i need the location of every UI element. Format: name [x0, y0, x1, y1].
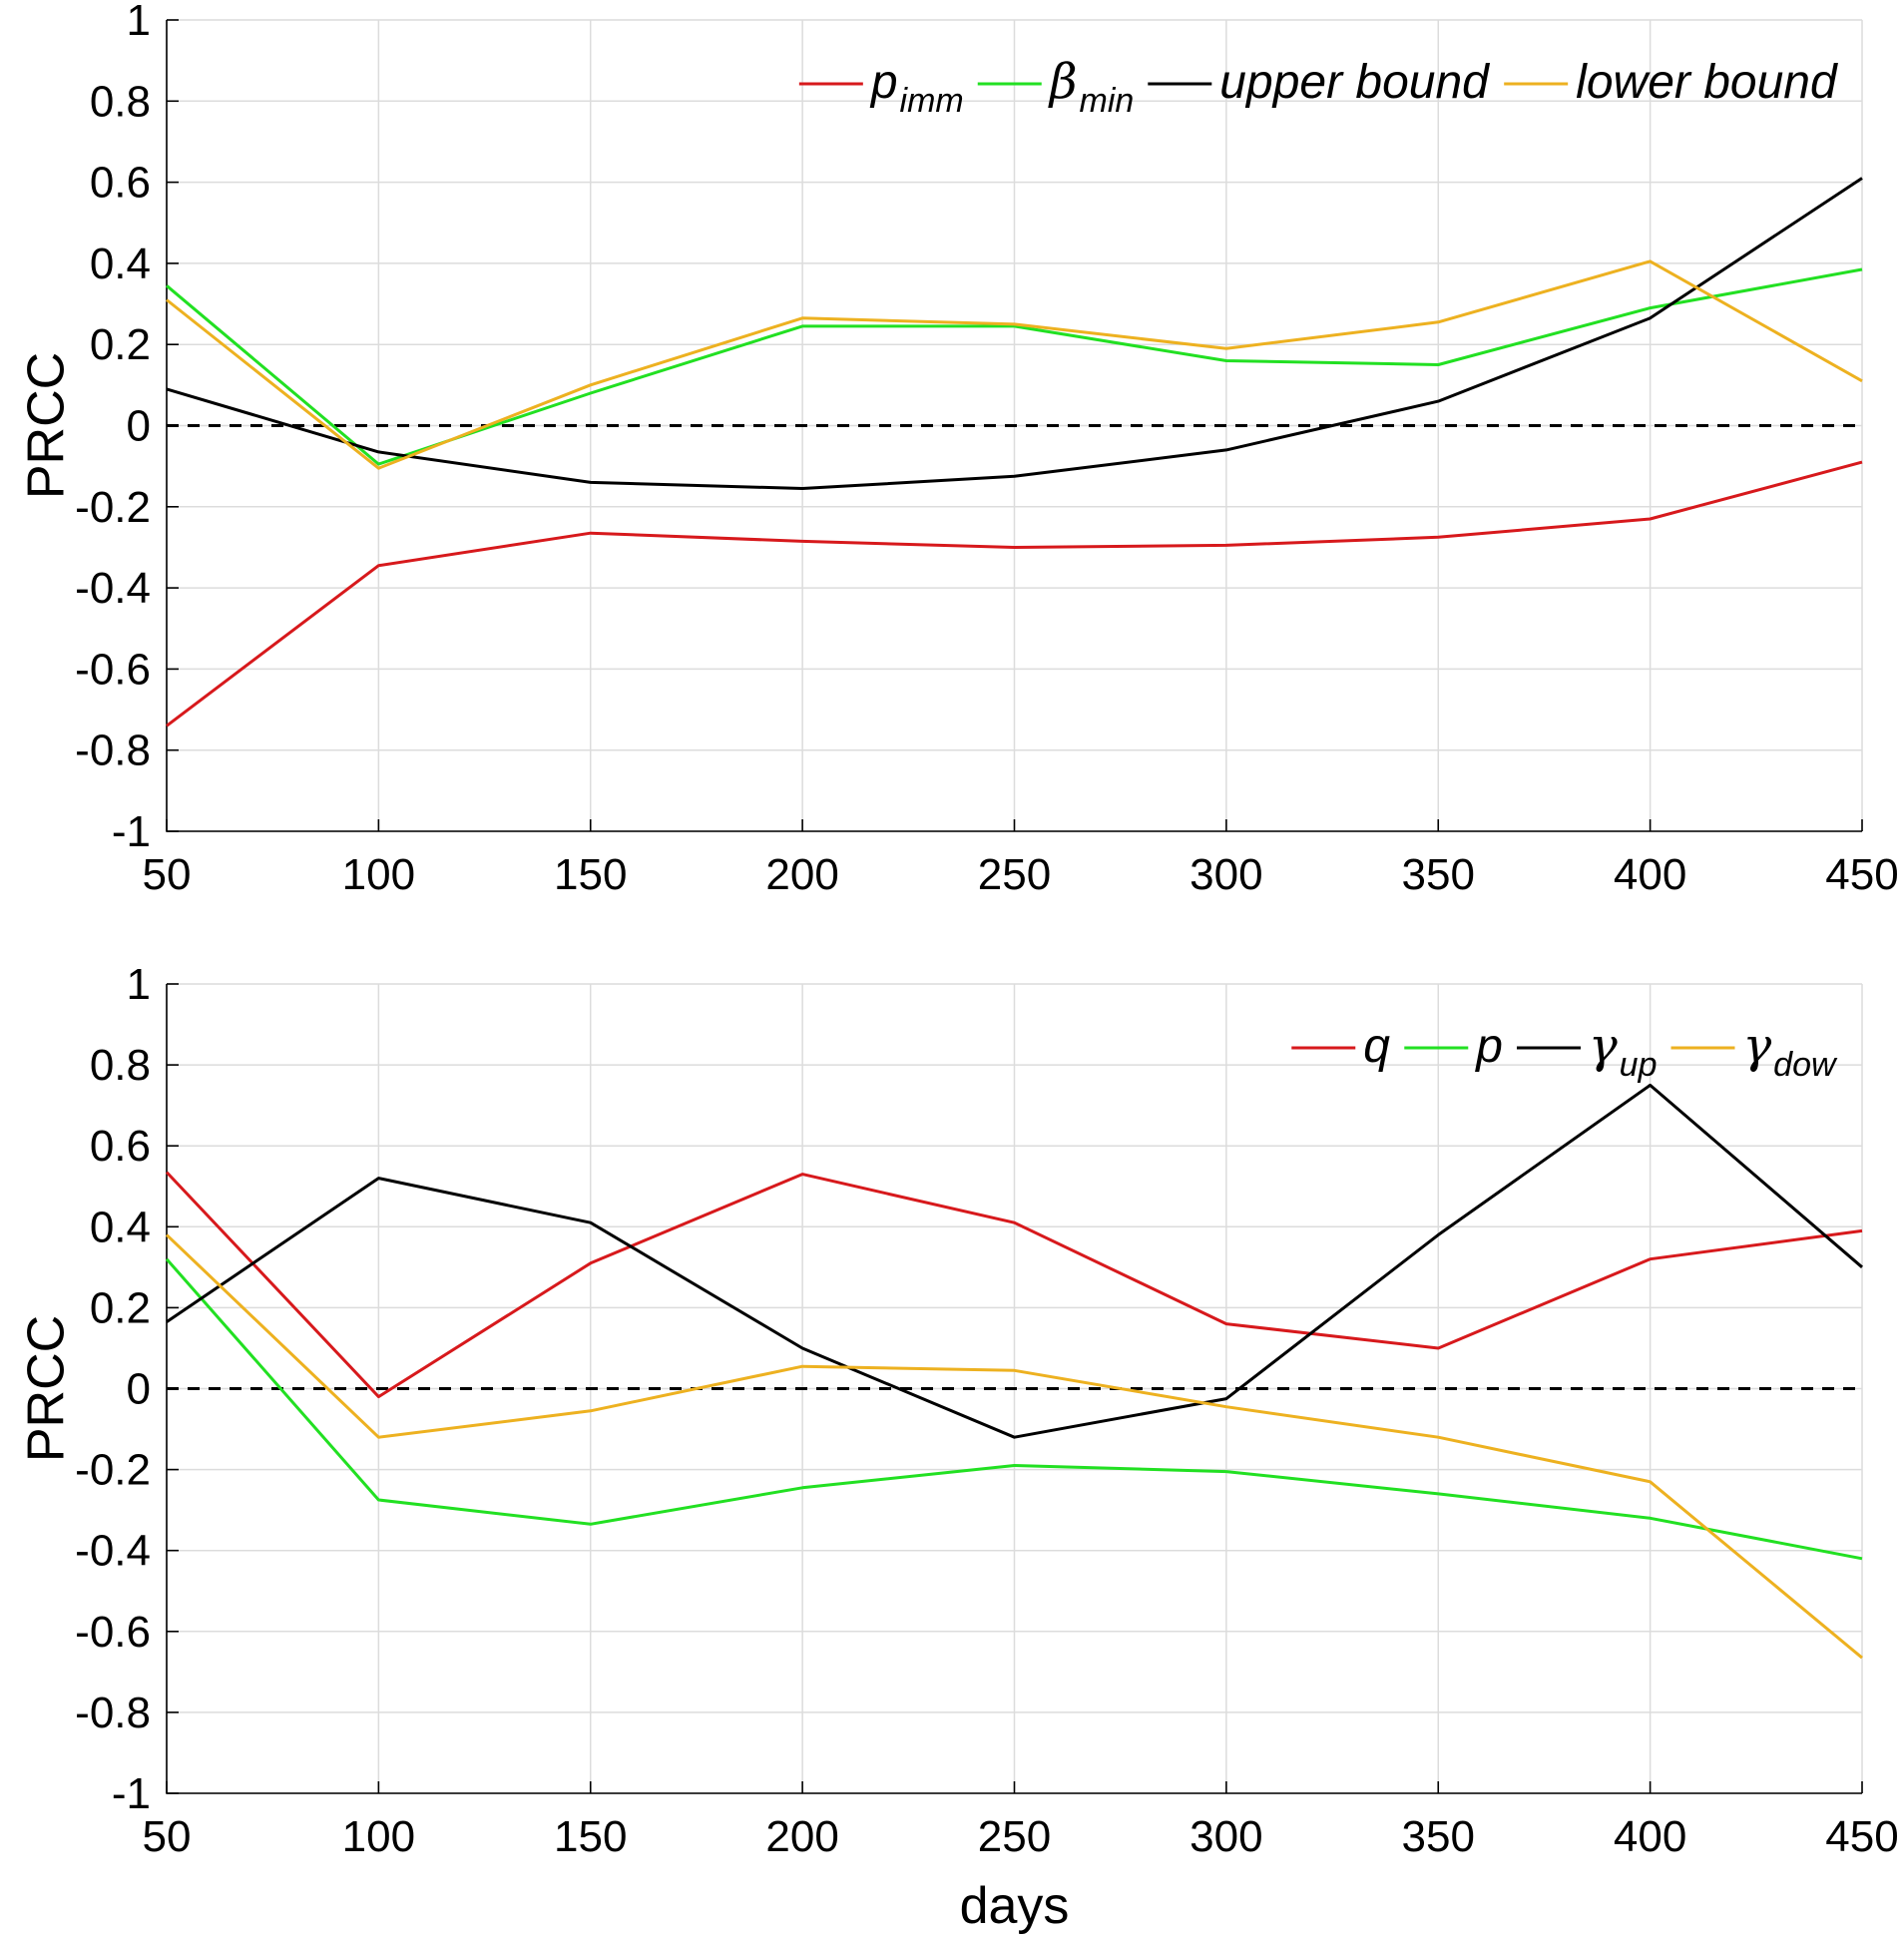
y-tick-label: -0.4 [75, 1527, 151, 1576]
y-tick-label: -1 [112, 1769, 151, 1818]
legend-label-main: upper bound [1219, 56, 1490, 109]
bottom-panel: 50 100 150 200 250 300 350 400 450 -1 -0.8 -0.6 -0.4… [18, 960, 1899, 1935]
legend-label-sub: imm [900, 82, 964, 120]
legend: q p γup γdow [1291, 1018, 1838, 1084]
x-tick-label: 200 [765, 1812, 838, 1861]
y-axis-label: PRCC [18, 1315, 76, 1462]
x-tick-label: 50 [143, 1812, 192, 1861]
legend-label: lower bound [1576, 56, 1838, 109]
x-tick-label: 100 [342, 1812, 415, 1861]
x-tick-label: 300 [1190, 1812, 1262, 1861]
legend-label: pimm [869, 56, 964, 120]
top-panel: 50 100 150 200 250 300 350 400 450 -1 -0.8 -0.6 -0.4… [18, 0, 1899, 899]
legend-label: upper bound [1219, 56, 1490, 109]
legend-item-p: p [1404, 1020, 1503, 1073]
x-tick-label: 400 [1614, 1812, 1686, 1861]
y-tick-label: -0.6 [75, 1608, 151, 1657]
series-line-gamma_up [166, 1083, 1863, 1439]
x-tick-label: 350 [1402, 1812, 1475, 1861]
legend-label-sub: dow [1773, 1046, 1838, 1084]
y-tick-label: 1 [127, 960, 151, 1009]
y-tick-label: 0 [127, 402, 151, 451]
y-tick-label: 0.4 [90, 1203, 151, 1251]
series-line-lower-bound [166, 259, 1863, 470]
legend-item-lower-bound: lower bound [1504, 56, 1838, 109]
x-tick-label: 250 [978, 1812, 1051, 1861]
y-tick-label: -0.6 [75, 645, 151, 694]
x-tick-label: 200 [765, 850, 838, 899]
legend-label-main: p [1474, 1020, 1503, 1073]
legend-label: γdow [1742, 1018, 1838, 1084]
y-tick-label: -1 [112, 807, 151, 856]
legend: pimm βmin upper bound lower bound [798, 54, 1838, 120]
y-tick-label: 1 [127, 0, 151, 45]
legend-label: βmin [1048, 54, 1135, 120]
legend-item-upper-bound: upper bound [1148, 56, 1490, 109]
legend-item-gamma_up: γup [1516, 1018, 1658, 1084]
x-tick-label: 400 [1614, 850, 1686, 899]
x-tick-label: 250 [978, 850, 1051, 899]
x-tick-label: 150 [554, 1812, 627, 1861]
legend-item-gamma_dow: γdow [1670, 1018, 1838, 1084]
x-axis-label: days [960, 1877, 1070, 1935]
y-tick-label: -0.8 [75, 727, 151, 775]
x-tick-label: 50 [143, 850, 192, 899]
y-tick-label: 0.2 [90, 1283, 151, 1332]
y-tick-label: 0.4 [90, 240, 151, 288]
y-tick-label: 0.8 [90, 1041, 151, 1090]
y-tick-label: -0.8 [75, 1689, 151, 1737]
x-tick-label: 450 [1825, 1812, 1898, 1861]
y-tick-label: 0 [127, 1365, 151, 1414]
legend-label-main: γ [1589, 1018, 1618, 1074]
y-tick-label: 0.2 [90, 320, 151, 369]
y-tick-label: -0.2 [75, 483, 151, 532]
series-line-gamma_dow [165, 1233, 1863, 1660]
legend-label-main: p [869, 56, 898, 109]
y-axis-label: PRCC [18, 352, 76, 499]
series-line-p_imm [166, 460, 1863, 728]
legend-label-main: β [1048, 54, 1078, 110]
legend-label: γup [1589, 1018, 1658, 1084]
series-line-q [165, 1171, 1863, 1399]
legend-item-beta_min: βmin [977, 54, 1135, 120]
x-tick-label: 350 [1402, 850, 1475, 899]
y-tick-label: -0.4 [75, 564, 151, 613]
series-line-p [165, 1257, 1863, 1561]
legend-label-sub: up [1620, 1046, 1658, 1084]
legend-label-main: lower bound [1576, 56, 1838, 109]
x-tick-label: 450 [1825, 850, 1898, 899]
x-tick-label: 150 [554, 850, 627, 899]
legend-label: p [1474, 1020, 1503, 1073]
legend-label: q [1363, 1020, 1390, 1073]
legend-label-sub: min [1080, 82, 1135, 120]
legend-item-p_imm: pimm [798, 56, 964, 120]
x-tick-label: 100 [342, 850, 415, 899]
y-tick-label: 0.6 [90, 159, 151, 208]
legend-label-main: q [1363, 1020, 1390, 1073]
legend-item-q: q [1291, 1020, 1390, 1073]
y-tick-label: 0.6 [90, 1122, 151, 1171]
legend-label-main: γ [1742, 1018, 1771, 1074]
y-tick-label: -0.2 [75, 1446, 151, 1495]
x-tick-label: 300 [1190, 850, 1262, 899]
series-line-upper-bound [166, 177, 1863, 490]
y-tick-label: 0.8 [90, 77, 151, 126]
